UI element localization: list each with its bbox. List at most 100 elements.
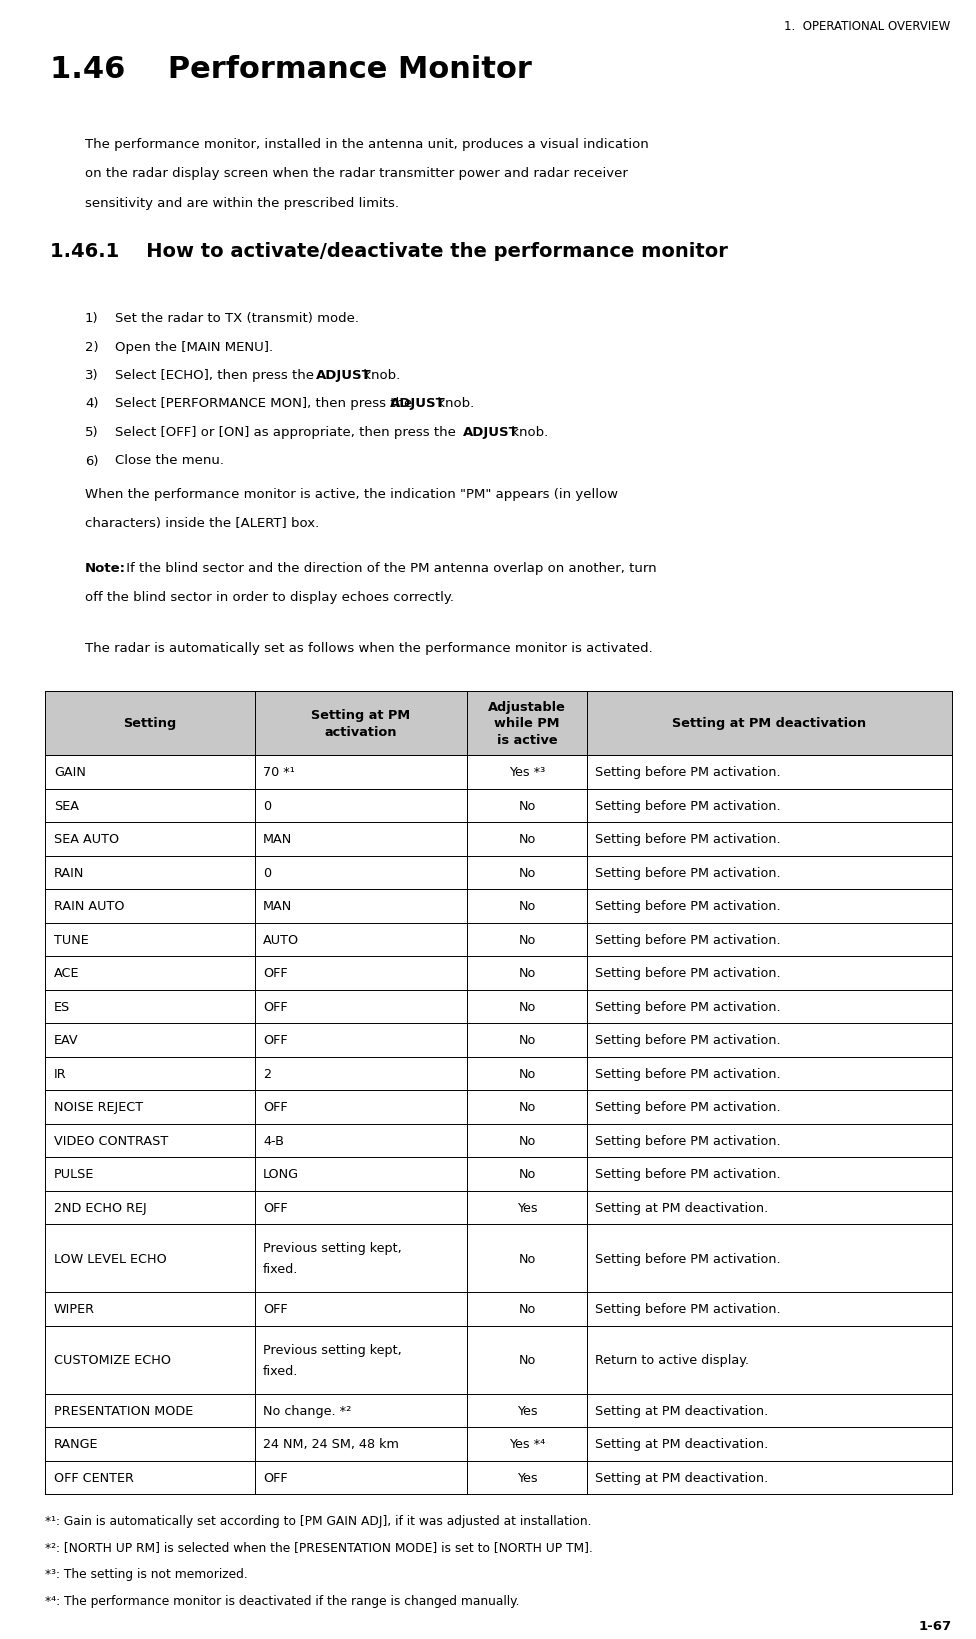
Text: RAIN: RAIN [54,867,84,879]
Text: When the performance monitor is active, the indication "PM" appears (in yellow: When the performance monitor is active, … [85,488,618,500]
Text: No: No [518,833,536,846]
Text: 24 NM, 24 SM, 48 km: 24 NM, 24 SM, 48 km [263,1437,399,1451]
Bar [45,1124,952,1157]
Text: *¹: Gain is automatically set according to [PM GAIN ADJ], if it was adjusted at : *¹: Gain is automatically set according … [45,1514,591,1528]
Text: Setting before PM activation.: Setting before PM activation. [595,800,781,813]
Text: PRESENTATION MODE: PRESENTATION MODE [54,1405,193,1416]
Text: Setting at PM deactivation: Setting at PM deactivation [672,718,867,729]
Text: Setting before PM activation.: Setting before PM activation. [595,900,781,913]
Text: Return to active display.: Return to active display. [595,1354,749,1367]
Text: EAV: EAV [54,1034,79,1047]
Text: 1.46.1    How to activate/deactivate the performance monitor: 1.46.1 How to activate/deactivate the pe… [50,243,728,261]
Text: Setting before PM activation.: Setting before PM activation. [595,1134,781,1147]
Text: 4): 4) [85,397,99,410]
Text: No: No [518,1067,536,1080]
Text: Setting before PM activation.: Setting before PM activation. [595,933,781,946]
Text: Previous setting kept,: Previous setting kept, [263,1342,402,1355]
Text: Setting: Setting [123,718,177,729]
Text: 0: 0 [263,867,271,879]
Text: Close the menu.: Close the menu. [115,454,224,467]
Text: No: No [518,1354,536,1367]
Text: No: No [518,933,536,946]
Text: No: No [518,1034,536,1047]
Bar [45,756,952,788]
Text: while PM: while PM [494,718,560,729]
Text: Select [ECHO], then press the: Select [ECHO], then press the [115,369,318,382]
Text: SEA: SEA [54,800,79,813]
Text: 70 *¹: 70 *¹ [263,765,295,779]
Text: activation: activation [325,726,397,738]
Text: OFF: OFF [263,1303,288,1316]
Text: ES: ES [54,1000,70,1013]
Text: Setting before PM activation.: Setting before PM activation. [595,1167,781,1180]
Text: PULSE: PULSE [54,1167,95,1180]
Bar [45,1057,952,1090]
Text: 2: 2 [263,1067,271,1080]
Text: 3): 3) [85,369,99,382]
Bar [45,957,952,990]
Text: IR: IR [54,1067,66,1080]
Text: ADJUST: ADJUST [464,426,519,439]
Text: No: No [518,1100,536,1113]
Text: No: No [518,800,536,813]
Bar [45,990,952,1023]
Text: Setting before PM activation.: Setting before PM activation. [595,967,781,980]
Text: OFF: OFF [263,1100,288,1113]
Bar [45,1393,952,1428]
Bar [45,1090,952,1124]
Text: Previous setting kept,: Previous setting kept, [263,1241,402,1254]
Text: The performance monitor, installed in the antenna unit, produces a visual indica: The performance monitor, installed in th… [85,138,649,151]
Text: 2): 2) [85,341,99,354]
Text: Setting at PM deactivation.: Setting at PM deactivation. [595,1405,768,1416]
Text: 5): 5) [85,426,99,439]
Text: 1.  OPERATIONAL OVERVIEW: 1. OPERATIONAL OVERVIEW [784,20,950,33]
Text: Setting before PM activation.: Setting before PM activation. [595,867,781,879]
Text: OFF: OFF [263,1034,288,1047]
Text: No: No [518,967,536,980]
Text: No: No [518,867,536,879]
Text: fixed.: fixed. [263,1262,299,1275]
Bar [45,856,952,890]
Bar [45,1460,952,1495]
Text: SEA AUTO: SEA AUTO [54,833,119,846]
Text: OFF CENTER: OFF CENTER [54,1470,134,1483]
Text: 4-B: 4-B [263,1134,284,1147]
Text: RANGE: RANGE [54,1437,99,1451]
Text: Select [OFF] or [ON] as appropriate, then press the: Select [OFF] or [ON] as appropriate, the… [115,426,460,439]
Bar [45,1326,952,1393]
Text: knob.: knob. [433,397,474,410]
Text: characters) inside the [ALERT] box.: characters) inside the [ALERT] box. [85,518,319,529]
Text: RAIN AUTO: RAIN AUTO [54,900,125,913]
Text: *³: The setting is not memorized.: *³: The setting is not memorized. [45,1567,248,1580]
Text: ADJUST: ADJUST [389,397,445,410]
Text: No: No [518,1252,536,1265]
Text: AUTO: AUTO [263,933,299,946]
Text: Select [PERFORMANCE MON], then press the: Select [PERFORMANCE MON], then press the [115,397,417,410]
Text: 6): 6) [85,454,99,467]
Bar [45,1428,952,1460]
Bar [45,788,952,823]
Text: Setting before PM activation.: Setting before PM activation. [595,1303,781,1316]
Text: OFF: OFF [263,967,288,980]
Text: Yes: Yes [516,1201,538,1214]
Text: OFF: OFF [263,1000,288,1013]
Text: Yes *⁴: Yes *⁴ [508,1437,546,1451]
Text: VIDEO CONTRAST: VIDEO CONTRAST [54,1134,168,1147]
Text: WIPER: WIPER [54,1303,95,1316]
Text: OFF: OFF [263,1201,288,1214]
Text: fixed.: fixed. [263,1364,299,1377]
Bar [45,1292,952,1326]
Text: Setting at PM: Setting at PM [311,708,411,721]
Text: Setting before PM activation.: Setting before PM activation. [595,1100,781,1113]
Text: No: No [518,1303,536,1316]
Text: Setting before PM activation.: Setting before PM activation. [595,1034,781,1047]
Bar [45,692,952,756]
Text: No: No [518,1000,536,1013]
Text: No change. *²: No change. *² [263,1405,351,1416]
Text: Setting at PM deactivation.: Setting at PM deactivation. [595,1470,768,1483]
Text: Setting before PM activation.: Setting before PM activation. [595,1067,781,1080]
Text: Open the [MAIN MENU].: Open the [MAIN MENU]. [115,341,273,354]
Text: 1.46    Performance Monitor: 1.46 Performance Monitor [50,56,532,84]
Text: *²: [NORTH UP RM] is selected when the [PRESENTATION MODE] is set to [NORTH UP T: *²: [NORTH UP RM] is selected when the [… [45,1541,592,1554]
Text: Setting at PM deactivation.: Setting at PM deactivation. [595,1437,768,1451]
